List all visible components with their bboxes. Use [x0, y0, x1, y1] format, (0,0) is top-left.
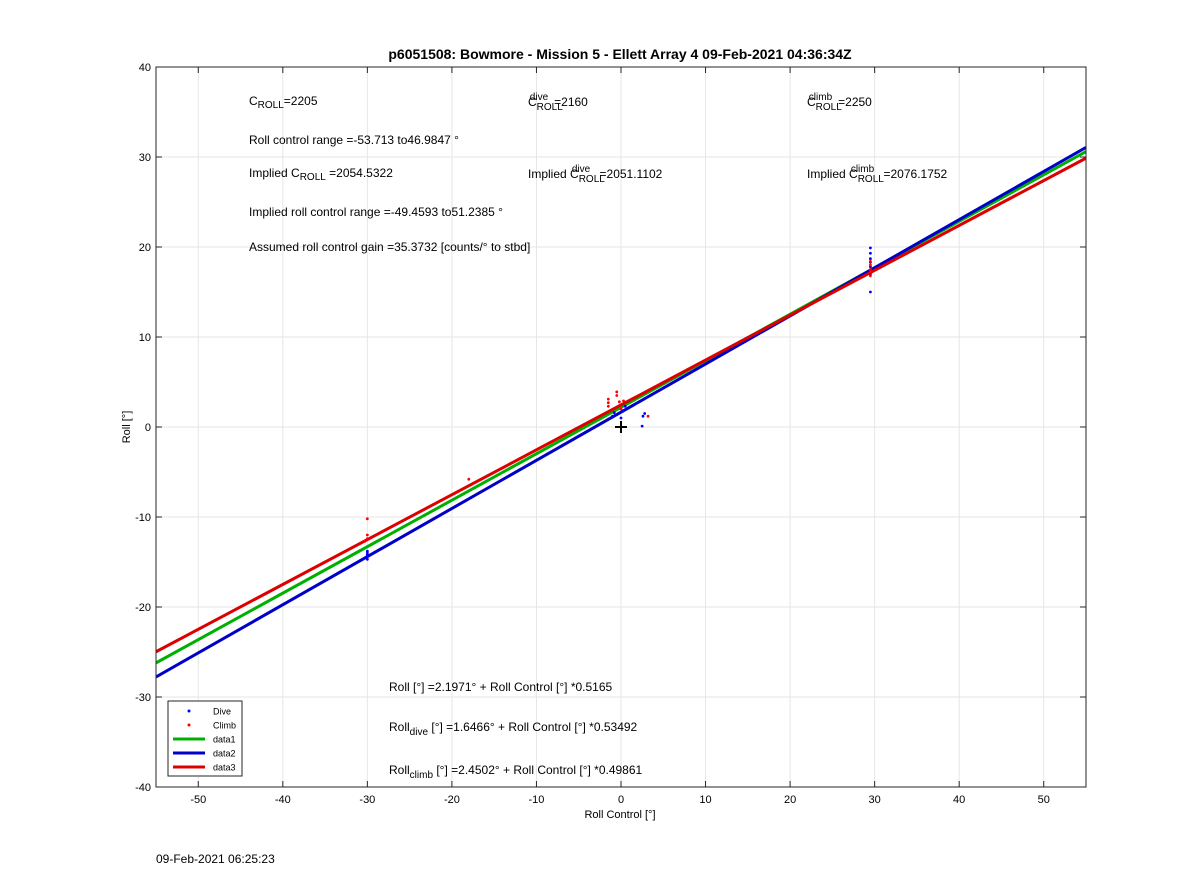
y-tick-label: -40 [135, 782, 151, 794]
annotation-fit-dive: Rolldive [°] =1.6466° + Roll Control [°]… [389, 720, 638, 738]
data-point-dive [365, 557, 369, 561]
x-tick-label: 30 [869, 794, 881, 806]
x-tick-label: 40 [953, 794, 965, 806]
legend-swatch-dive [187, 709, 191, 713]
data-point-climb [869, 268, 872, 271]
x-tick-label: -40 [275, 794, 291, 806]
legend-label-data3: data3 [213, 763, 236, 773]
data-point-dive [641, 414, 645, 418]
x-axis-label: Roll Control [°] [584, 809, 655, 821]
legend-label-climb: Climb [213, 721, 236, 731]
y-tick-label: 40 [139, 62, 151, 74]
legend-label-data1: data1 [213, 735, 236, 745]
annotation-gain: Assumed roll control gain =35.3732 [coun… [249, 240, 530, 254]
data-point-dive [869, 246, 872, 250]
x-tick-label: 20 [784, 794, 796, 806]
annotation-implied-c-roll-dive: Implied CROLLdive =2051.1102 [528, 164, 663, 185]
y-tick-label: 0 [145, 422, 151, 434]
y-tick-label: -30 [135, 692, 151, 704]
annotation-implied-c-roll: Implied CROLL =2054.5322 [249, 166, 393, 183]
y-tick-label: 20 [139, 242, 151, 254]
data-point-dive [623, 404, 627, 408]
x-tick-label: 50 [1038, 794, 1050, 806]
data-point-climb [363, 539, 367, 543]
data-point-dive [643, 412, 647, 415]
x-tick-label: 0 [618, 794, 624, 806]
data-point-dive [619, 416, 623, 420]
data-point-climb [619, 407, 623, 411]
legend: Dive Climb data1 data2 data3 [167, 700, 243, 777]
y-axis-label: Roll [°] [121, 411, 133, 444]
data-point-dive [612, 411, 616, 414]
data-point-climb [622, 399, 625, 403]
annotation-c-roll-climb: CROLLclimb =2250 [807, 92, 872, 113]
annotations: CROLL=2205 CROLLdive =2160 CROLLclimb =225… [249, 92, 948, 781]
data-point-climb [606, 404, 610, 408]
data-point-climb [869, 260, 872, 263]
data-point-dive [365, 553, 369, 557]
annotation-implied-range: Implied roll control range =-49.4593 to5… [249, 205, 503, 219]
chart-title: p6051508: Bowmore - Mission 5 - Ellett A… [388, 46, 852, 62]
footer-timestamp: 09-Feb-2021 06:25:23 [156, 852, 275, 866]
data-point-dive [640, 424, 644, 428]
legend-label-dive: Dive [213, 707, 231, 717]
data-point-climb [646, 414, 650, 418]
annotation-c-roll: CROLL=2205 [249, 94, 318, 111]
fit-line-data2 [156, 146, 1086, 679]
legend-label-data2: data2 [213, 749, 236, 759]
axes: -50 -40 -30 -20 -10 0 10 20 30 40 50 -40 -30 -20 -10 0 1… [135, 62, 1087, 806]
y-tick-label: -10 [135, 512, 151, 524]
data-point-climb [467, 477, 471, 481]
data-point-climb [606, 397, 610, 401]
data-point-climb [869, 270, 872, 274]
series-layer [156, 146, 1086, 679]
y-tick-label: -20 [135, 602, 151, 614]
data-point-climb [617, 400, 621, 404]
data-point-dive [611, 414, 614, 418]
annotation-c-roll-dive: CROLLdive =2160 [528, 92, 588, 113]
y-tick-label: 10 [139, 332, 151, 344]
data-point-climb [365, 533, 369, 537]
data-point-dive [869, 290, 872, 294]
x-tick-label: -50 [190, 794, 206, 806]
data-point-climb [365, 537, 369, 540]
data-point-climb [869, 263, 872, 267]
data-point-climb [606, 401, 610, 405]
data-point-climb [869, 274, 872, 278]
data-point-dive [365, 549, 369, 553]
data-point-dive [621, 409, 625, 413]
y-tick-label: 30 [139, 152, 151, 164]
data-point-climb [365, 517, 369, 521]
x-tick-label: 10 [699, 794, 711, 806]
data-point-climb [615, 390, 619, 394]
annotation-fit-climb: Rollclimb [°] =2.4502° + Roll Control [°… [389, 763, 643, 781]
x-tick-label: -10 [529, 794, 545, 806]
legend-swatch-climb [187, 723, 191, 727]
data-point-dive [869, 257, 872, 261]
data-point-climb [615, 394, 619, 397]
annotation-roll-control-range: Roll control range =-53.713 to46.9847 ° [249, 133, 459, 147]
x-tick-label: -30 [359, 794, 375, 806]
annotation-implied-c-roll-climb: Implied CROLLclimb =2076.1752 [807, 164, 948, 185]
fit-line-data3 [156, 156, 1086, 654]
annotation-fit-all: Roll [°] =2.1971° + Roll Control [°] *0.… [389, 680, 613, 694]
data-point-dive [869, 251, 872, 255]
origin-plus-marker [615, 421, 627, 433]
x-tick-label: -20 [444, 794, 460, 806]
